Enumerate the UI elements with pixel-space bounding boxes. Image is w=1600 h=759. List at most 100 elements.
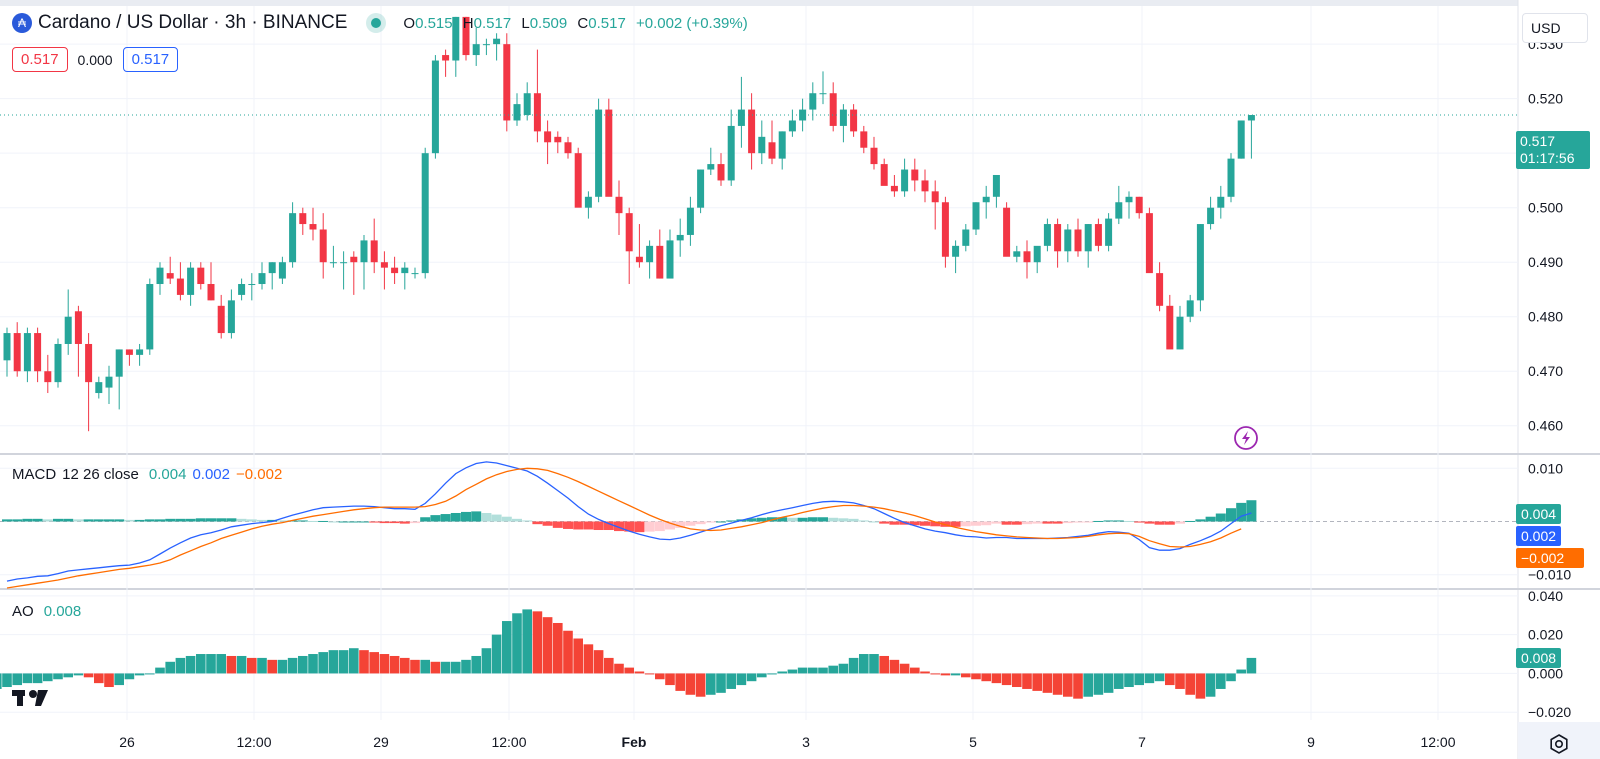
candle-body <box>788 120 796 132</box>
candle-body <box>707 164 715 170</box>
macd-histogram-bar <box>12 519 23 522</box>
candle-body <box>411 273 419 275</box>
ao-bar <box>1052 673 1063 695</box>
macd-histogram-bar <box>705 521 716 523</box>
ao-bar <box>573 638 583 674</box>
macd-histogram-bar <box>144 519 155 522</box>
ao-bar <box>746 673 757 682</box>
ao-bar <box>1012 673 1022 688</box>
macd-histogram-bar <box>838 518 849 522</box>
candle-body <box>890 185 898 192</box>
candle-body <box>992 174 1000 197</box>
sell-price-button[interactable]: 0.517 <box>12 47 68 72</box>
macd-histogram-bar <box>83 519 94 522</box>
macd-histogram-bar <box>644 521 655 532</box>
buy-price-button[interactable]: 0.517 <box>122 47 179 72</box>
ao-bar <box>359 650 369 674</box>
macd-histogram-bar <box>532 521 543 525</box>
candle-body <box>533 93 541 132</box>
ao-bar <box>950 673 961 676</box>
ao-bar <box>104 673 114 688</box>
candle-body <box>737 109 745 126</box>
candle-body <box>319 229 327 263</box>
ao-bar <box>583 644 594 674</box>
candle-body <box>156 267 164 285</box>
ao-bar <box>920 671 930 674</box>
candle-body <box>523 93 531 116</box>
macd-histogram-bar <box>461 511 471 522</box>
macd-histogram-bar <box>410 521 420 524</box>
tv-logo-part <box>17 690 23 706</box>
candle-body <box>329 262 337 264</box>
macd-histogram-bar <box>338 521 349 523</box>
macd-histogram-bar <box>328 521 339 523</box>
candle-body <box>646 245 654 263</box>
macd-histogram-bar <box>603 521 614 531</box>
candle-body <box>931 191 939 203</box>
macd-histogram-bar <box>379 521 390 524</box>
candle-body <box>952 245 960 257</box>
candle-body <box>472 44 480 56</box>
candle-body <box>54 343 62 383</box>
ao-bar <box>491 634 502 674</box>
candle-body <box>1207 207 1215 225</box>
currency-selector[interactable]: USD <box>1522 13 1588 43</box>
macd-histogram-bar <box>195 518 206 522</box>
ao-bar <box>155 667 165 674</box>
macd-histogram-bar <box>573 521 584 530</box>
ao-bar <box>1216 673 1226 689</box>
macd-histogram-bar <box>63 518 74 522</box>
ao-bar <box>818 667 828 674</box>
macd-histogram-bar <box>185 518 196 522</box>
ao-bar <box>430 661 441 674</box>
candle-body <box>176 278 184 295</box>
ao-bar <box>869 654 879 674</box>
macd-histogram-bar <box>175 518 186 522</box>
macd-histogram-bar <box>1032 521 1043 524</box>
candle-body <box>1186 300 1194 317</box>
macd-histogram-bar <box>369 521 380 523</box>
ao-bar <box>1093 673 1104 695</box>
macd-histogram-bar <box>155 519 165 522</box>
macd-histogram-bar <box>1195 519 1206 522</box>
macd-histogram-bar <box>869 521 879 523</box>
macd-histogram-bar <box>614 521 624 532</box>
macd-y-tick-label: −0.010 <box>1528 567 1571 583</box>
candle-body <box>584 196 592 208</box>
macd-histogram-bar <box>267 519 278 522</box>
candle-body <box>105 376 113 388</box>
macd-histogram-bar <box>848 518 859 522</box>
ao-bar <box>175 657 186 674</box>
symbol-title[interactable]: Cardano / US Dollar · 3h · BINANCE <box>38 12 348 33</box>
ao-bar <box>420 659 430 674</box>
candle-body <box>248 284 256 286</box>
macd-histogram-bar <box>777 517 788 522</box>
ao-bar <box>94 673 104 684</box>
ao-bar <box>338 650 349 674</box>
macd-histogram-bar <box>53 518 63 522</box>
macd-histogram-bar <box>481 512 492 522</box>
candle-body <box>1084 224 1092 252</box>
ao-bar <box>206 654 216 674</box>
candle-body <box>554 136 562 143</box>
macd-histogram-bar <box>359 521 369 523</box>
candle-body <box>829 93 837 126</box>
candle-body <box>452 16 460 61</box>
macd-histogram-bar <box>624 521 635 532</box>
candle-body <box>1135 196 1143 214</box>
candle-body <box>941 202 949 257</box>
candle-body <box>299 213 307 225</box>
candle-body <box>34 333 42 372</box>
ao-bar <box>32 673 43 684</box>
macd-histogram-bar <box>1083 521 1094 523</box>
macd-histogram-bar <box>787 517 798 522</box>
macd-legend: MACD 12 26 close 0.004 0.002 −0.002 <box>12 466 283 483</box>
candle-body <box>1094 224 1102 246</box>
ao-bar <box>736 673 747 686</box>
ao-y-tick-label: −0.020 <box>1528 704 1571 720</box>
candle-body <box>1237 120 1245 159</box>
candle-body <box>44 371 52 383</box>
settings-gear-icon[interactable] <box>1547 732 1571 756</box>
candle-body <box>166 273 174 279</box>
